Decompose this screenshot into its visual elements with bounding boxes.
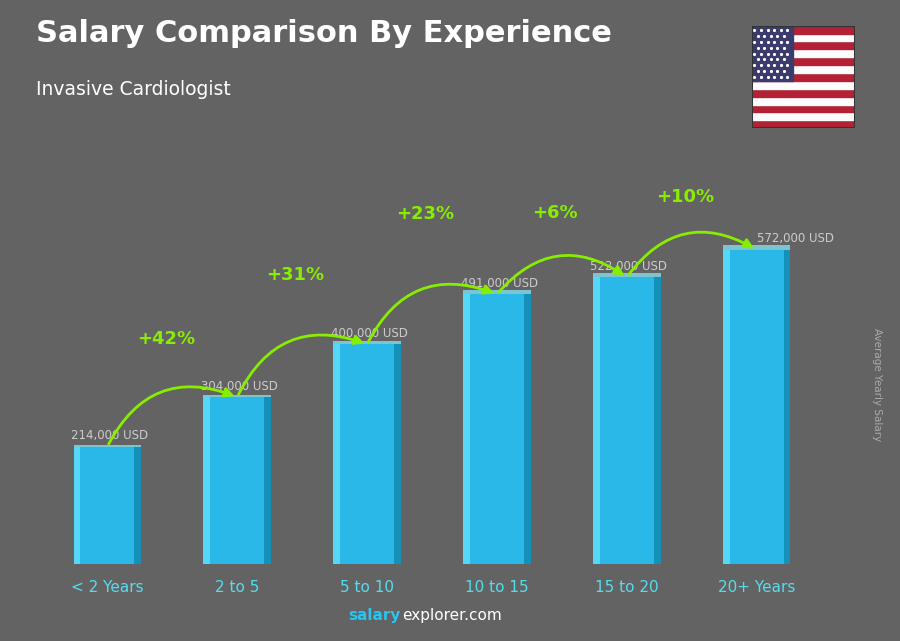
Text: 572,000 USD: 572,000 USD (757, 233, 833, 246)
Bar (74, 447, 80, 564)
Bar (79, 447, 134, 564)
Bar (333, 344, 340, 564)
Text: Salary Comparison By Experience: Salary Comparison By Experience (36, 19, 612, 48)
Bar (593, 278, 599, 564)
Bar (333, 341, 400, 344)
Bar (752, 49, 855, 57)
Text: +6%: +6% (533, 204, 578, 222)
Bar (752, 33, 855, 42)
Bar (598, 278, 653, 564)
Bar (723, 250, 730, 564)
Text: 304,000 USD: 304,000 USD (201, 379, 278, 393)
Bar (464, 290, 531, 294)
Text: +31%: +31% (266, 266, 325, 284)
Bar (653, 278, 661, 564)
FancyArrowPatch shape (628, 232, 752, 275)
FancyArrowPatch shape (238, 335, 362, 395)
Bar (134, 447, 141, 564)
Bar (524, 294, 531, 564)
Bar (752, 97, 855, 104)
Text: 491,000 USD: 491,000 USD (461, 277, 537, 290)
FancyArrowPatch shape (368, 284, 491, 342)
Bar (784, 250, 790, 564)
Text: salary: salary (348, 608, 400, 623)
Bar (338, 344, 394, 564)
Bar (469, 294, 524, 564)
Bar (728, 250, 784, 564)
Bar (752, 73, 855, 81)
Bar (752, 65, 855, 73)
Bar (265, 397, 271, 564)
FancyArrowPatch shape (109, 387, 231, 444)
Bar (394, 344, 400, 564)
Text: explorer.com: explorer.com (402, 608, 502, 623)
Bar (752, 26, 793, 81)
Bar (209, 397, 265, 564)
Bar (203, 395, 271, 397)
FancyArrowPatch shape (499, 255, 622, 292)
Bar (752, 88, 855, 97)
Text: 522,000 USD: 522,000 USD (590, 260, 668, 273)
Text: Average Yearly Salary: Average Yearly Salary (872, 328, 883, 441)
Bar (752, 104, 855, 112)
Bar (203, 397, 211, 564)
Bar (752, 26, 855, 33)
Bar (752, 121, 855, 128)
Text: +23%: +23% (396, 205, 454, 223)
Text: Invasive Cardiologist: Invasive Cardiologist (36, 80, 230, 99)
Bar (752, 57, 855, 65)
Bar (752, 81, 855, 88)
Text: 214,000 USD: 214,000 USD (71, 429, 148, 442)
Bar (752, 42, 855, 49)
Bar (752, 112, 855, 121)
Bar (74, 445, 141, 447)
Bar (593, 273, 661, 278)
Text: 400,000 USD: 400,000 USD (330, 327, 408, 340)
Bar (723, 245, 790, 250)
Text: +10%: +10% (656, 188, 715, 206)
Text: +42%: +42% (137, 329, 195, 347)
Bar (464, 294, 470, 564)
